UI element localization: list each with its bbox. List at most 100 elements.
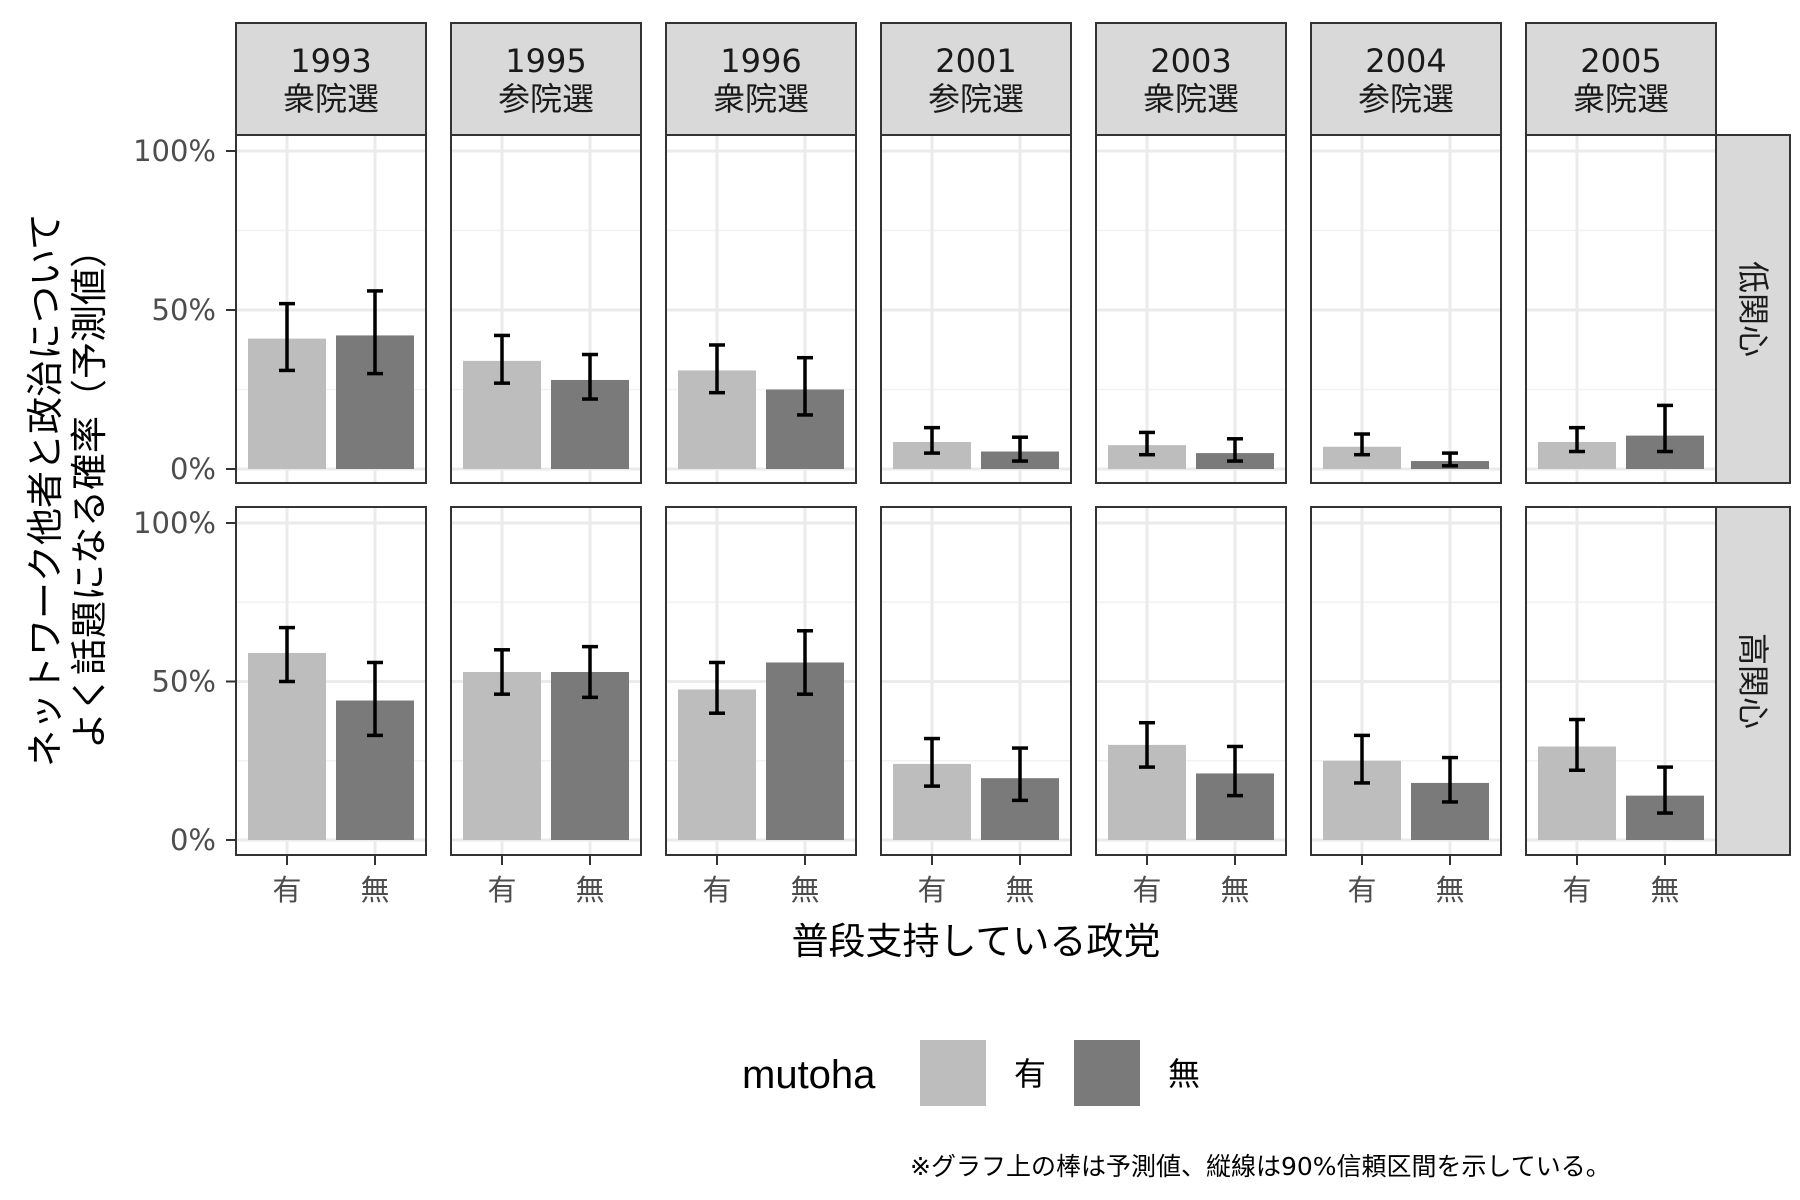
legend-title: mutoha: [742, 1053, 876, 1097]
x-tick-label: 有: [702, 873, 731, 907]
x-tick-label: 無: [1220, 873, 1249, 907]
error-bar: [367, 289, 383, 376]
error-bar: [709, 660, 725, 715]
panel-2001-0: [880, 134, 1072, 484]
strip-box: [665, 22, 857, 136]
panel-border: [1310, 134, 1502, 484]
y-tick-label: 50%: [152, 293, 216, 327]
x-tick-label: 無: [360, 873, 389, 907]
strip-election-type-label: 衆院選: [283, 80, 379, 118]
bar-1995-yes: [463, 671, 541, 840]
error-bar: [1227, 437, 1243, 463]
panel-1993-0: [235, 134, 427, 484]
strip-year-label: 2005: [1580, 42, 1661, 80]
panel-border: [1525, 506, 1717, 856]
legend-key-0: [920, 1040, 986, 1106]
panel-1996-1: [665, 506, 857, 856]
legend-key-1: [1074, 1040, 1140, 1106]
strip-election-type-label: 参院選: [928, 80, 1024, 118]
y-tick-label: 0%: [170, 823, 216, 857]
error-bar: [279, 625, 295, 684]
strip-year-label: 2004: [1365, 42, 1446, 80]
x-axis-title: 普段支持している政党: [792, 920, 1161, 963]
error-bar: [1442, 451, 1458, 468]
footnote: ※グラフ上の棒は予測値、縦線は90%信頼区間を示している。: [910, 1152, 1611, 1181]
legend: mutoha 有 無: [742, 1040, 1200, 1106]
panel-2005-1: [1525, 506, 1717, 856]
x-tick-label: 無: [1005, 873, 1034, 907]
x-tick-label: 有: [272, 873, 301, 907]
panel-2001-1: [880, 506, 1072, 856]
panel-2004-1: [1310, 506, 1502, 856]
strip-year-label: 1995: [505, 42, 586, 80]
x-tick-label: 無: [790, 873, 819, 907]
bar-2004-yes: [1323, 446, 1401, 469]
error-bar: [1354, 733, 1370, 785]
legend-label-0: 有: [1014, 1055, 1046, 1093]
error-bar: [1354, 432, 1370, 457]
x-tick-label: 有: [1562, 873, 1591, 907]
bar-1993-yes: [248, 652, 326, 840]
panel-border: [450, 134, 642, 484]
strip-election-type-label: 衆院選: [1573, 80, 1669, 118]
y-axis-title-line-2: よく話題になる確率（予測値）: [68, 231, 111, 749]
error-bar: [1227, 744, 1243, 798]
row-strip-label: 低関心: [1734, 261, 1772, 357]
row-strip-1: 高関心: [1715, 506, 1791, 856]
error-bar: [1657, 403, 1673, 454]
panel-1995-0: [450, 134, 642, 484]
panel-border: [1095, 506, 1287, 856]
bar-1995-no: [551, 671, 629, 840]
y-axis-title: ネットワーク他者と政治について よく話題になる確率（予測値）: [24, 213, 111, 767]
bar-2003-yes: [1108, 445, 1186, 469]
panel-border: [1310, 506, 1502, 856]
error-bar: [1569, 425, 1585, 454]
strip-year-label: 1996: [720, 42, 801, 80]
x-tick-label: 無: [1435, 873, 1464, 907]
strip-election-type-label: 衆院選: [1143, 80, 1239, 118]
panel-border: [450, 506, 642, 856]
error-bar: [1139, 720, 1155, 769]
error-bar: [1012, 435, 1028, 463]
legend-label-1: 無: [1168, 1055, 1200, 1093]
strip-year-label: 1993: [290, 42, 371, 80]
strip-box: [450, 22, 642, 136]
strip-year-label: 2001: [935, 42, 1016, 80]
error-bar: [797, 355, 813, 417]
error-bar: [1139, 430, 1155, 457]
error-bar: [1442, 755, 1458, 804]
y-tick-label: 50%: [152, 665, 216, 699]
panel-1995-1: [450, 506, 642, 856]
row-strip-label: 高関心: [1734, 633, 1772, 729]
error-bar: [494, 333, 510, 385]
row-strip-0: 低関心: [1715, 134, 1791, 484]
y-tick-label: 0%: [170, 452, 216, 486]
x-tick-label: 有: [1132, 873, 1161, 907]
panel-1996-0: [665, 134, 857, 484]
y-axis-title-line-1: ネットワーク他者と政治について: [24, 213, 67, 767]
panel-border: [1525, 134, 1717, 484]
panel-2004-0: [1310, 134, 1502, 484]
strip-box: [880, 22, 1072, 136]
error-bar: [924, 736, 940, 788]
panel-border: [880, 506, 1072, 856]
x-tick-label: 無: [575, 873, 604, 907]
error-bar: [279, 301, 295, 373]
error-bar: [367, 660, 383, 738]
error-bar: [1012, 746, 1028, 803]
y-tick-label: 100%: [133, 506, 216, 540]
error-bar: [709, 343, 725, 395]
y-tick-label: 100%: [133, 134, 216, 168]
strip-election-type-label: 衆院選: [713, 80, 809, 118]
error-bar: [924, 425, 940, 455]
strip-election-type-label: 参院選: [498, 80, 594, 118]
strip-year-label: 2003: [1150, 42, 1231, 80]
